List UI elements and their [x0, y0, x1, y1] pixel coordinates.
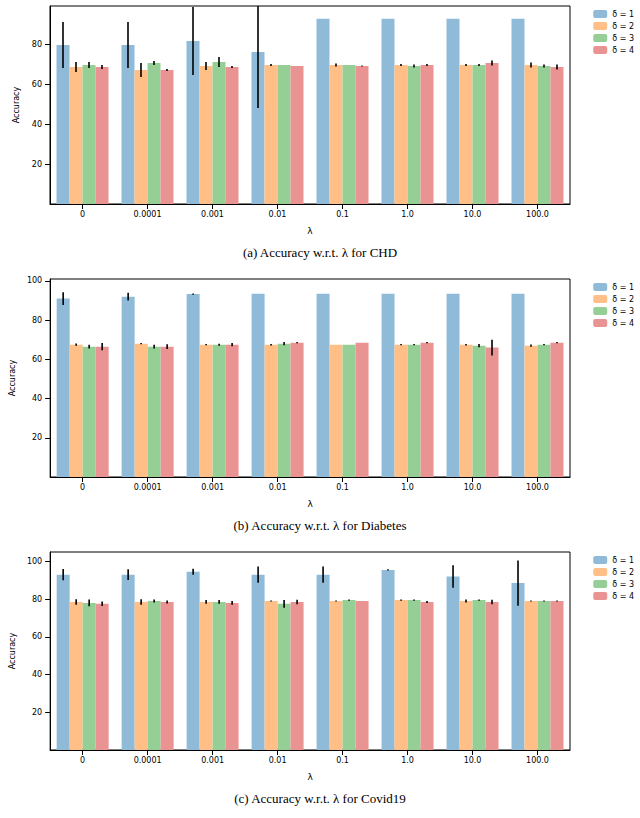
svg-text:δ = 3: δ = 3 — [612, 34, 634, 43]
svg-text:δ = 4: δ = 4 — [612, 46, 634, 55]
svg-text:40: 40 — [32, 670, 42, 679]
svg-text:20: 20 — [32, 160, 42, 169]
svg-text:0.1: 0.1 — [336, 210, 349, 219]
svg-text:Accuracy: Accuracy — [8, 359, 17, 396]
svg-text:Accuracy: Accuracy — [8, 632, 17, 669]
svg-text:0.0001: 0.0001 — [134, 210, 162, 219]
svg-text:100: 100 — [27, 557, 42, 566]
svg-text:20: 20 — [32, 433, 42, 442]
svg-text:0.001: 0.001 — [201, 483, 224, 492]
svg-text:0: 0 — [80, 483, 85, 492]
svg-text:60: 60 — [32, 355, 42, 364]
svg-text:0: 0 — [80, 210, 85, 219]
svg-text:0.01: 0.01 — [269, 210, 287, 219]
svg-text:60: 60 — [32, 632, 42, 641]
svg-text:40: 40 — [32, 120, 42, 129]
svg-text:10.0: 10.0 — [464, 756, 482, 765]
svg-text:δ = 1: δ = 1 — [612, 283, 634, 292]
svg-text:0.001: 0.001 — [201, 210, 224, 219]
svg-text:0: 0 — [80, 756, 85, 765]
svg-text:100.0: 100.0 — [526, 756, 549, 765]
svg-text:80: 80 — [32, 316, 42, 325]
svg-text:80: 80 — [32, 40, 42, 49]
svg-text:λ: λ — [307, 772, 313, 782]
svg-text:0.001: 0.001 — [201, 756, 224, 765]
svg-text:δ = 4: δ = 4 — [612, 592, 634, 601]
svg-text:δ = 2: δ = 2 — [612, 568, 634, 577]
svg-text:0.01: 0.01 — [269, 756, 287, 765]
svg-text:λ: λ — [307, 499, 313, 509]
svg-text:80: 80 — [32, 595, 42, 604]
svg-text:λ: λ — [307, 226, 313, 236]
svg-text:δ = 1: δ = 1 — [612, 556, 634, 565]
svg-text:40: 40 — [32, 394, 42, 403]
svg-text:(b) Accuracy w.r.t. λ for Diab: (b) Accuracy w.r.t. λ for Diabetes — [234, 518, 407, 533]
svg-text:100.0: 100.0 — [526, 483, 549, 492]
svg-text:δ = 1: δ = 1 — [612, 10, 634, 19]
svg-text:100.0: 100.0 — [526, 210, 549, 219]
svg-text:(c) Accuracy w.r.t. λ for Covi: (c) Accuracy w.r.t. λ for Covid19 — [234, 791, 406, 806]
svg-text:δ = 4: δ = 4 — [612, 319, 634, 328]
svg-text:Accuracy: Accuracy — [12, 86, 21, 123]
svg-text:100: 100 — [27, 276, 42, 285]
svg-text:10.0: 10.0 — [464, 483, 482, 492]
svg-text:1.0: 1.0 — [401, 483, 414, 492]
svg-text:δ = 3: δ = 3 — [612, 307, 634, 316]
svg-text:0.1: 0.1 — [336, 756, 349, 765]
svg-text:0.0001: 0.0001 — [134, 483, 162, 492]
svg-text:1.0: 1.0 — [401, 756, 414, 765]
svg-text:20: 20 — [32, 708, 42, 717]
svg-text:δ = 2: δ = 2 — [612, 22, 634, 31]
svg-text:δ = 2: δ = 2 — [612, 295, 634, 304]
svg-text:60: 60 — [32, 80, 42, 89]
svg-text:1.0: 1.0 — [401, 210, 414, 219]
svg-text:0.0001: 0.0001 — [134, 756, 162, 765]
svg-text:(a) Accuracy w.r.t. λ for CHD: (a) Accuracy w.r.t. λ for CHD — [243, 245, 397, 260]
svg-text:δ = 3: δ = 3 — [612, 580, 634, 589]
svg-text:0.1: 0.1 — [336, 483, 349, 492]
svg-text:10.0: 10.0 — [464, 210, 482, 219]
svg-text:0.01: 0.01 — [269, 483, 287, 492]
